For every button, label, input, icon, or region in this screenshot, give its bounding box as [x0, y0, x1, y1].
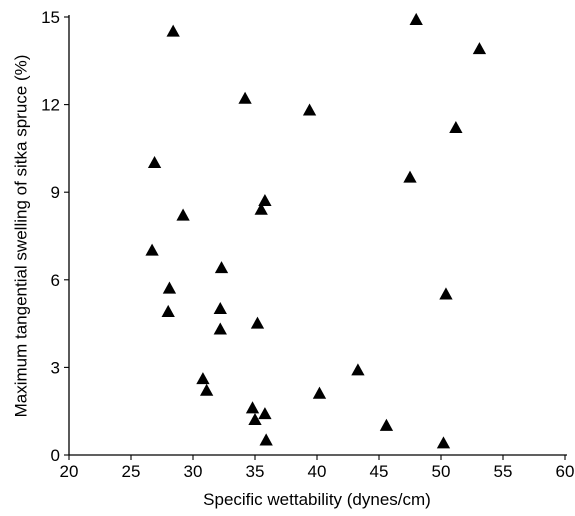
data-points [145, 12, 487, 449]
y-tick-label: 3 [51, 358, 60, 377]
y-tick-label: 0 [51, 446, 60, 465]
data-point-triangle [166, 24, 180, 37]
data-point-triangle [449, 120, 463, 133]
x-axis-ticks: 20 25 30 35 40 45 50 55 60 [60, 455, 575, 481]
data-point-triangle [258, 407, 272, 420]
data-point-triangle [312, 386, 327, 399]
data-point-triangle [403, 170, 417, 183]
data-point-triangle [162, 281, 177, 294]
data-point-triangle [259, 433, 273, 446]
y-tick-label: 6 [51, 271, 60, 290]
data-point-triangle [436, 436, 451, 449]
x-tick-label: 20 [60, 462, 79, 481]
y-tick-label: 9 [51, 183, 60, 202]
data-point-triangle [196, 372, 210, 385]
x-tick-label: 40 [308, 462, 327, 481]
y-tick-label: 15 [41, 8, 60, 27]
x-tick-label: 50 [432, 462, 451, 481]
x-tick-label: 35 [246, 462, 265, 481]
x-axis-title: Specific wettability (dynes/cm) [203, 490, 431, 509]
data-point-triangle [213, 322, 227, 335]
data-point-triangle [472, 42, 487, 55]
data-point-triangle [245, 401, 260, 414]
y-axis-title: Maximum tangential swelling of sitka spr… [11, 55, 30, 418]
y-axis-ticks: 0 3 6 9 12 15 [41, 8, 69, 465]
data-point-triangle [238, 91, 252, 104]
data-point-triangle [250, 316, 265, 329]
axes [68, 15, 567, 456]
data-point-triangle [439, 287, 453, 300]
data-point-triangle [199, 383, 214, 396]
data-point-triangle [248, 412, 262, 425]
data-point-triangle [213, 302, 227, 315]
data-point-triangle [302, 103, 317, 116]
x-tick-label: 55 [494, 462, 513, 481]
y-tick-label: 12 [41, 96, 60, 115]
x-tick-label: 25 [122, 462, 141, 481]
data-point-triangle [409, 12, 423, 25]
data-point-triangle [176, 208, 190, 221]
x-tick-label: 30 [184, 462, 203, 481]
data-point-triangle [351, 363, 365, 376]
x-tick-label: 45 [370, 462, 389, 481]
data-point-triangle [161, 304, 175, 317]
x-tick-label: 60 [556, 462, 575, 481]
data-point-triangle [147, 156, 162, 169]
data-point-triangle [254, 202, 268, 215]
data-point-triangle [145, 243, 159, 256]
data-point-triangle [214, 261, 229, 274]
data-point-triangle [258, 193, 272, 206]
data-point-triangle [379, 418, 394, 431]
